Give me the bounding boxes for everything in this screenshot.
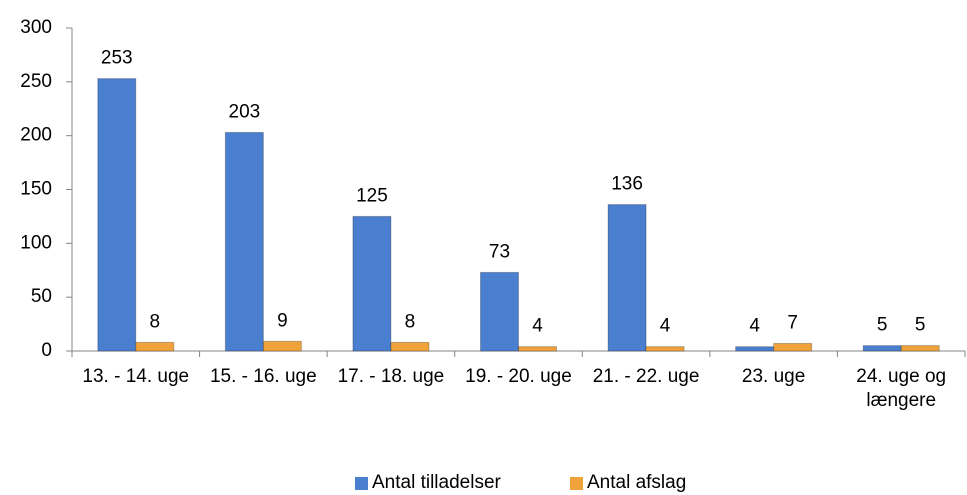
x-tick-label: 15. - 16. uge	[209, 366, 317, 387]
bar	[900, 345, 940, 352]
value-label: 136	[611, 174, 643, 195]
value-label: 203	[229, 101, 261, 122]
value-label: 5	[915, 315, 926, 336]
bar	[480, 271, 519, 352]
bar	[773, 342, 813, 352]
value-label: 73	[489, 241, 510, 262]
bar	[262, 340, 302, 352]
value-label: 7	[787, 312, 798, 333]
y-tick-label: 0	[41, 340, 52, 361]
value-label: 4	[532, 316, 543, 337]
legend-label: Antal tilladelser	[372, 472, 501, 493]
bar	[224, 131, 264, 352]
y-tick-label: 250	[20, 71, 52, 92]
value-label: 4	[749, 316, 760, 337]
y-tick-label: 150	[20, 179, 52, 200]
legend-item: Antal tilladelser	[355, 472, 501, 494]
bar	[390, 341, 430, 352]
value-label: 5	[877, 315, 888, 336]
legend-item: Antal afslag	[570, 472, 686, 494]
value-label: 9	[277, 310, 288, 331]
legend-label: Antal afslag	[587, 472, 687, 493]
legend-swatch	[355, 476, 368, 490]
y-tick-label: 300	[20, 17, 52, 38]
x-tick-label: 23. uge	[741, 366, 806, 387]
x-tick-label: 19. - 20. uge	[465, 366, 572, 387]
legend-swatch	[570, 476, 583, 490]
x-tick-label: 24. uge og længere	[856, 366, 947, 411]
y-tick-label: 200	[20, 125, 52, 146]
value-label: 8	[405, 311, 416, 332]
bar	[862, 345, 902, 352]
bar	[352, 215, 392, 352]
x-tick-label: 13. - 14. uge	[82, 366, 190, 387]
y-tick-label: 100	[20, 232, 52, 253]
bar	[518, 346, 557, 352]
bar	[735, 346, 775, 352]
y-tick-label: 50	[31, 286, 52, 307]
bar	[645, 346, 685, 352]
bar	[135, 341, 175, 352]
value-label: 253	[101, 48, 133, 69]
x-tick-label: 17. - 18. uge	[337, 366, 445, 387]
value-label: 4	[660, 316, 671, 337]
value-label: 125	[356, 185, 388, 206]
bar	[607, 204, 647, 352]
value-label: 8	[149, 311, 160, 332]
x-tick-label: 21. - 22. uge	[592, 366, 700, 387]
bar	[97, 78, 137, 352]
